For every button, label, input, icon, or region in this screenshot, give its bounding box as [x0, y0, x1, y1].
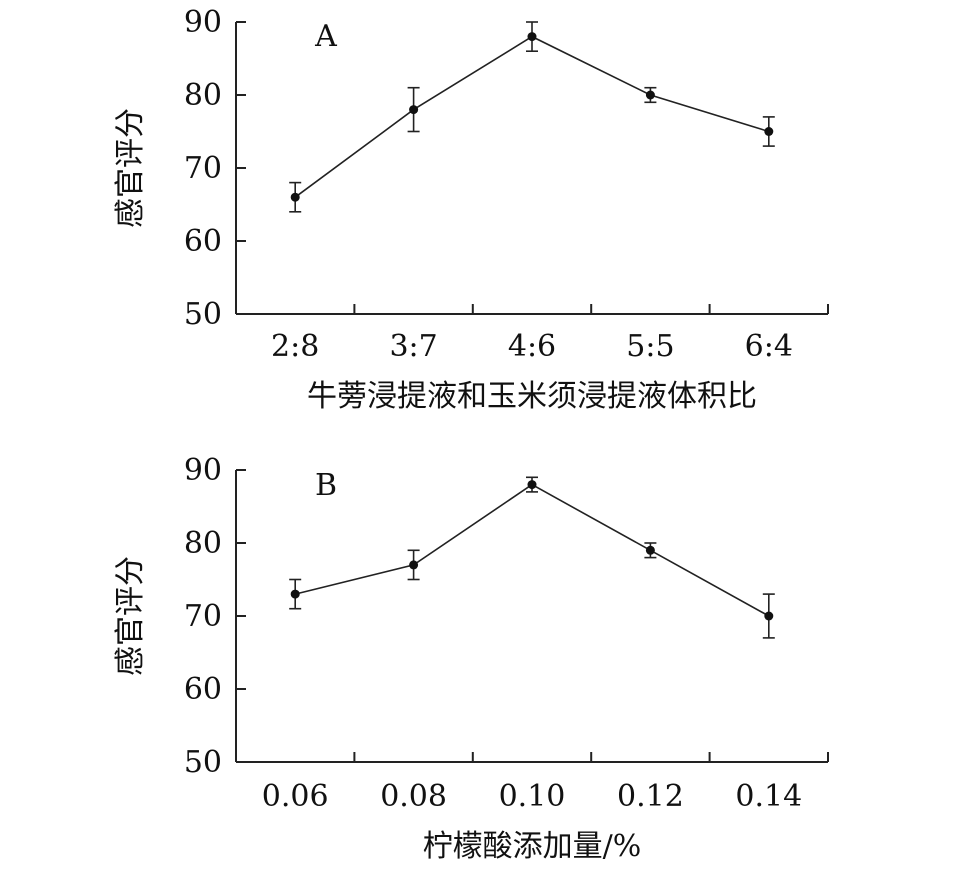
- x-axis-title: 柠檬酸添加量/%: [423, 829, 642, 864]
- series-line: [295, 483, 770, 617]
- y-tick-label: 50: [184, 297, 222, 332]
- x-tick-label: 0.06: [262, 779, 329, 814]
- x-tick-label: 5:5: [626, 329, 674, 364]
- y-tick-label: 70: [184, 151, 222, 186]
- data-point: [645, 90, 655, 100]
- x-tick-label: 0.14: [735, 779, 802, 814]
- x-tick-label: 0.10: [499, 779, 566, 814]
- x-axis-title: 牛蒡浸提液和玉米须浸提液体积比: [307, 379, 757, 414]
- y-axis-title: 感官评分: [113, 556, 148, 676]
- data-point: [409, 560, 419, 570]
- data-point: [290, 589, 300, 599]
- chart-panel-b: 50 60 70 80 90 0.06 0.08 0.10 0.12 0.14 柠檬酸添加量/% 感官…: [113, 453, 829, 864]
- y-tick-label: 80: [184, 526, 222, 561]
- y-tick-label: 80: [184, 78, 222, 113]
- data-point: [527, 480, 537, 490]
- data-point: [290, 192, 300, 202]
- x-tick-label: 4:6: [508, 329, 556, 364]
- y-tick-label: 60: [184, 672, 222, 707]
- data-point: [409, 105, 419, 115]
- y-tick-label: 60: [184, 224, 222, 259]
- panel-label: A: [314, 19, 337, 54]
- data-point: [527, 32, 537, 42]
- chart-panel-a: 50 60 70 80 90 2:8 3:7 4:6 5:5 6:4 牛蒡浸提液和玉米须浸提液体积比…: [113, 5, 829, 414]
- data-point: [645, 545, 655, 555]
- x-tick-label: 0.12: [617, 779, 684, 814]
- panel-label: B: [315, 468, 337, 503]
- x-tick-label: 2:8: [271, 329, 319, 364]
- data-point: [764, 611, 774, 621]
- y-tick-label: 70: [184, 599, 222, 634]
- series-line: [294, 35, 770, 198]
- x-tick-label: 6:4: [745, 329, 793, 364]
- x-tick-label: 0.08: [380, 779, 447, 814]
- data-point: [764, 127, 774, 136]
- x-tick-label: 3:7: [389, 329, 437, 364]
- y-tick-label: 50: [184, 745, 222, 780]
- y-axis-title: 感官评分: [113, 108, 148, 228]
- y-tick-label: 90: [184, 5, 222, 40]
- y-tick-label: 90: [184, 453, 222, 488]
